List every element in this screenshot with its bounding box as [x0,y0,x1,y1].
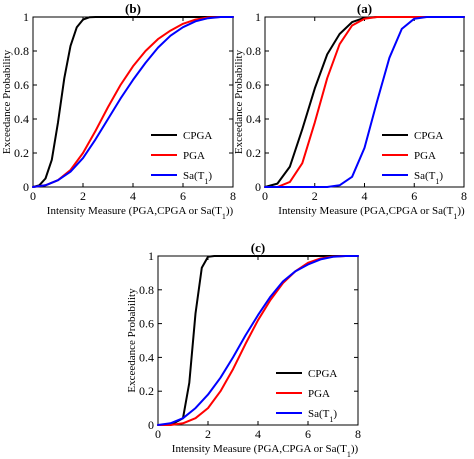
chart-title: (a) [357,1,372,16]
y-tick-label: 0 [255,180,261,194]
y-axis-label: Exceedance Probability [1,49,13,154]
x-tick-label: 8 [230,189,236,203]
x-tick-label: 6 [180,189,186,203]
legend-label: CPGA [308,368,337,380]
y-tick-label: 0.4 [14,112,29,126]
y-tick-label: 0.8 [246,44,261,58]
y-tick-label: 0.2 [246,146,261,160]
legend-label: Sa(T1) [183,170,212,186]
y-tick-label: 0.4 [246,112,261,126]
x-tick-label: 8 [355,427,361,441]
x-tick-label: 8 [461,189,467,203]
legend: CPGA PGA Sa(T1) [276,368,337,424]
x-tick-label: 2 [80,189,86,203]
x-axis-label: Intensity Measure (PGA,CPGA or Sa(T1)) [278,205,465,221]
y-tick-label: 0.8 [14,44,29,58]
y-tick-label: 0.4 [139,350,154,364]
y-tick-label: 0.6 [246,78,261,92]
legend-label: Sa(T1) [308,408,337,424]
chart-panel-2: (a) 0 2 4 6 8 0 0.2 0.4 0.6 0.8 1 Intensity Measure … [233,1,467,221]
x-tick-label: 4 [362,189,368,203]
y-tick-label: 0.8 [139,283,154,297]
chart-panel-3: (c) 0 2 4 6 8 0 0.2 0.4 0.6 0.8 1 Intensity Measure … [126,240,361,459]
y-tick-label: 1 [23,10,29,24]
x-tick-label: 2 [312,189,318,203]
x-tick-label: 6 [411,189,417,203]
legend: CPGA PGA Sa(T1) [151,130,212,186]
x-axis-label: Intensity Measure (PGA,CPGA or Sa(T1)) [172,443,359,459]
chart-panel-1: (b) 0 2 4 6 8 0 0.2 0.4 0.6 0.8 1 Intensity Measure … [1,1,236,221]
legend-label: CPGA [183,130,212,142]
x-tick-label: 6 [305,427,311,441]
y-tick-label: 0 [148,418,154,432]
series-line-3 [32,16,234,188]
series-line-2 [264,16,465,188]
legend-label: PGA [183,150,205,162]
legend-label: PGA [308,388,330,400]
x-tick-label: 0 [30,189,36,203]
legend-label: CPGA [414,130,443,142]
x-tick-label: 0 [262,189,268,203]
chart-title: (c) [251,240,265,255]
series-line-3 [264,16,465,188]
y-tick-label: 1 [255,10,261,24]
x-tick-label: 4 [130,189,136,203]
y-axis-label: Exceedance Probability [126,288,138,393]
y-tick-label: 0.6 [14,78,29,92]
x-axis-label: Intensity Measure (PGA,CPGA or Sa(T1)) [47,205,234,221]
y-tick-label: 0.2 [14,146,29,160]
y-tick-label: 0.2 [139,384,154,398]
x-tick-label: 4 [255,427,261,441]
legend: CPGA PGA Sa(T1) [382,130,443,186]
y-axis-label: Exceedance Probability [233,49,245,154]
y-tick-label: 0 [23,180,29,194]
y-tick-label: 0.6 [139,317,154,331]
y-tick-label: 1 [148,249,154,263]
x-tick-label: 0 [155,427,161,441]
legend-label: Sa(T1) [414,170,443,186]
chart-title: (b) [125,1,141,16]
x-tick-label: 2 [205,427,211,441]
series-line-3 [157,255,359,426]
series-line-1 [32,16,234,188]
legend-label: PGA [414,150,436,162]
